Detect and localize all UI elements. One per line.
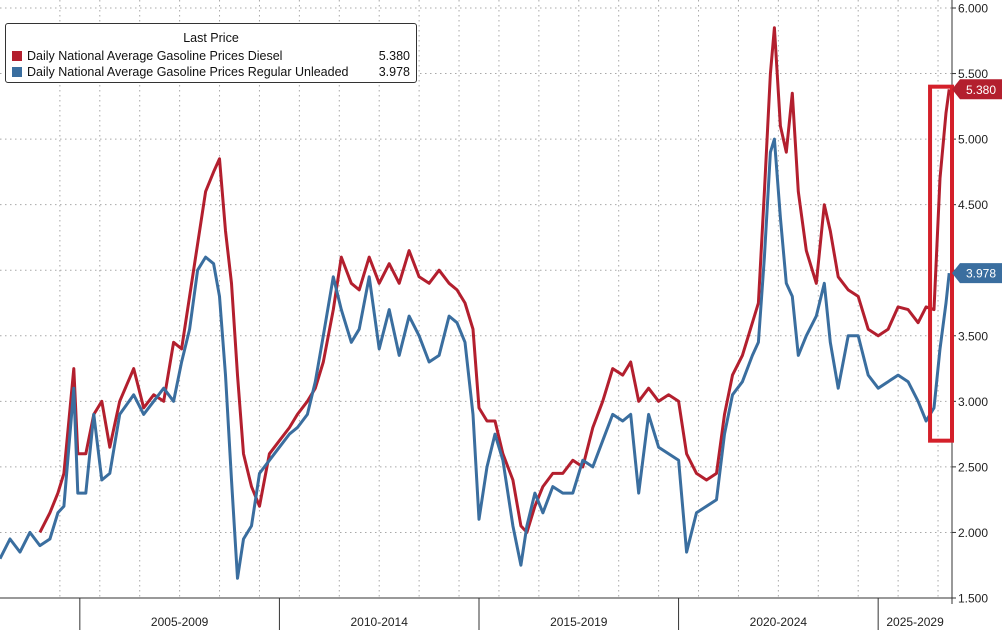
y-tick-label: 5.000 [958,133,988,147]
x-tick-label: 2025-2029 [886,615,944,629]
legend-item-value: 3.978 [378,65,410,79]
legend: Last Price Daily National Average Gasoli… [5,23,417,83]
y-tick-label: 5.500 [958,67,988,81]
last-value-tag-shape [952,263,1002,284]
legend-item-label: Daily National Average Gasoline Prices D… [27,49,283,63]
diesel-series-line [38,26,951,534]
legend-title: Last Price [183,31,239,45]
x-tick-label: 2015-2019 [550,615,608,629]
last-value-tag-shape [952,79,1002,100]
x-tick-label: 2005-2009 [151,615,209,629]
y-tick-label: 3.500 [958,329,988,343]
highlight-box [928,84,955,443]
x-tick-label: 2010-2014 [351,615,409,629]
unleaded-swatch [12,67,22,77]
legend-item-value: 5.380 [378,49,410,63]
y-tick-label: 2.000 [958,526,988,540]
y-tick-label: 2.500 [958,460,988,474]
unleaded-last-value-tag: 3.978 [952,263,1002,284]
y-tick-label: 3.000 [958,395,988,409]
x-tick-label: 2020-2024 [750,615,808,629]
diesel-swatch [12,51,22,61]
legend-item-unleaded: Daily National Average Gasoline Prices R… [12,64,410,80]
unleaded-series-line [0,137,951,580]
y-tick-label: 4.500 [958,198,988,212]
legend-item-label: Daily National Average Gasoline Prices R… [27,65,349,79]
y-tick-label: 6.000 [958,2,988,16]
legend-item-diesel: Daily National Average Gasoline Prices D… [12,48,410,64]
last-value-tag-label: 5.380 [966,83,996,97]
y-tick-label: 1.500 [958,592,988,606]
last-value-tag-label: 3.978 [966,267,996,281]
diesel-last-value-tag: 5.380 [952,79,1002,100]
